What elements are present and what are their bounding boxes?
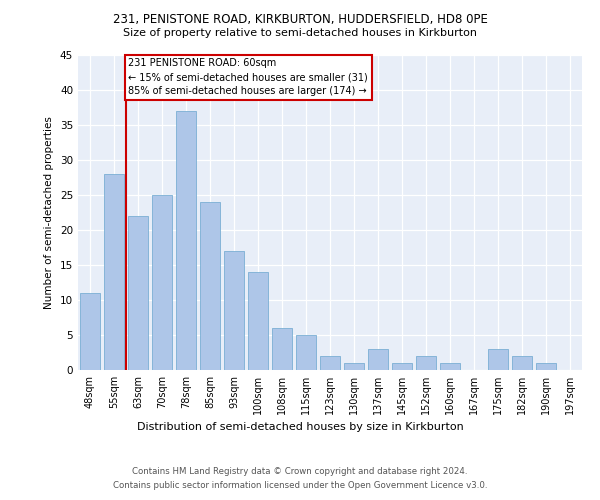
Y-axis label: Number of semi-detached properties: Number of semi-detached properties bbox=[44, 116, 55, 309]
Bar bbox=[176, 111, 196, 370]
Bar bbox=[320, 356, 340, 370]
Bar bbox=[344, 363, 364, 370]
Bar bbox=[296, 335, 316, 370]
Bar bbox=[248, 272, 268, 370]
Bar bbox=[368, 349, 388, 370]
Bar bbox=[536, 363, 556, 370]
Bar bbox=[200, 202, 220, 370]
Bar bbox=[488, 349, 508, 370]
Text: 231, PENISTONE ROAD, KIRKBURTON, HUDDERSFIELD, HD8 0PE: 231, PENISTONE ROAD, KIRKBURTON, HUDDERS… bbox=[113, 12, 487, 26]
Text: Distribution of semi-detached houses by size in Kirkburton: Distribution of semi-detached houses by … bbox=[137, 422, 463, 432]
Bar bbox=[392, 363, 412, 370]
Text: Contains public sector information licensed under the Open Government Licence v3: Contains public sector information licen… bbox=[113, 481, 487, 490]
Text: Size of property relative to semi-detached houses in Kirkburton: Size of property relative to semi-detach… bbox=[123, 28, 477, 38]
Bar bbox=[80, 293, 100, 370]
Bar bbox=[104, 174, 124, 370]
Bar bbox=[128, 216, 148, 370]
Text: Contains HM Land Registry data © Crown copyright and database right 2024.: Contains HM Land Registry data © Crown c… bbox=[132, 468, 468, 476]
Bar bbox=[512, 356, 532, 370]
Bar bbox=[152, 195, 172, 370]
Text: 231 PENISTONE ROAD: 60sqm
← 15% of semi-detached houses are smaller (31)
85% of : 231 PENISTONE ROAD: 60sqm ← 15% of semi-… bbox=[128, 58, 368, 96]
Bar bbox=[272, 328, 292, 370]
Bar bbox=[440, 363, 460, 370]
Bar bbox=[416, 356, 436, 370]
Bar bbox=[224, 251, 244, 370]
